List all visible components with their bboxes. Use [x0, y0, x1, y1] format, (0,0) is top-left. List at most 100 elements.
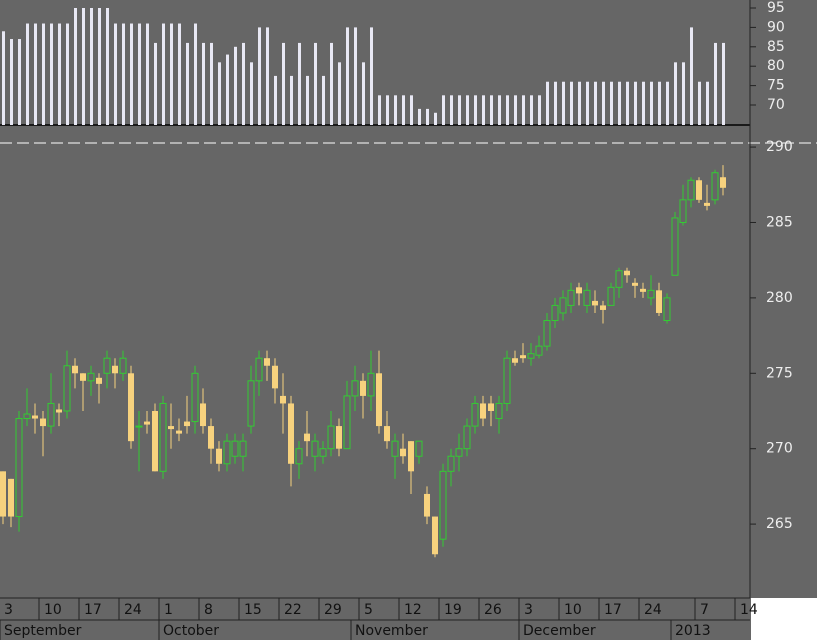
- candle-body: [152, 410, 158, 472]
- candle-body: [32, 415, 38, 419]
- bar: [122, 23, 125, 126]
- candle-body: [343, 395, 351, 450]
- candle-body: [543, 320, 551, 347]
- bar: [178, 23, 181, 126]
- bar: [346, 27, 349, 125]
- bar: [626, 81, 629, 125]
- candle-body: [208, 426, 214, 449]
- y-tick-label: 270: [766, 441, 793, 457]
- candle-body: [191, 372, 199, 423]
- bar: [602, 81, 605, 125]
- candle-body: [615, 270, 623, 288]
- candle-body: [216, 448, 222, 464]
- candle-body: [168, 426, 174, 430]
- candle-body: [495, 402, 503, 420]
- bar: [394, 95, 397, 125]
- bar: [274, 75, 277, 125]
- candle-body: [288, 403, 294, 464]
- y-tick-label: 280: [766, 290, 793, 306]
- x-tick-label: 14: [740, 602, 758, 618]
- bar: [634, 81, 637, 125]
- candle-body: [327, 425, 335, 450]
- bar: [130, 23, 133, 126]
- bar: [258, 27, 261, 125]
- candle-body: [360, 380, 366, 396]
- bar: [98, 7, 101, 125]
- bar: [226, 54, 229, 126]
- x-tick-label: 10: [44, 602, 62, 618]
- bar: [282, 42, 285, 126]
- x-tick-label: 22: [284, 602, 302, 618]
- x-tick-label: 19: [444, 602, 462, 618]
- bar: [314, 42, 317, 126]
- y-tick-label: 70: [767, 97, 785, 113]
- bar: [74, 7, 77, 125]
- candle-body: [400, 448, 406, 457]
- candle-body: [415, 440, 423, 457]
- candle-body: [96, 377, 102, 384]
- bar: [450, 95, 453, 125]
- candle-body: [159, 402, 167, 472]
- bar: [714, 42, 717, 126]
- candle-body: [103, 357, 111, 374]
- candle-body: [231, 440, 239, 457]
- bar: [82, 7, 85, 125]
- bar: [354, 27, 357, 125]
- candle-body: [583, 289, 591, 306]
- bar: [186, 42, 189, 126]
- candle-body: [711, 172, 719, 201]
- candle-body: [447, 455, 455, 472]
- candle-body: [72, 365, 78, 374]
- y-tick-label: 290: [766, 139, 793, 155]
- candle-body: [119, 357, 127, 374]
- candle-body: [23, 413, 31, 420]
- x-tick-label: 17: [604, 602, 622, 618]
- candle-body: [696, 180, 702, 200]
- bar: [434, 112, 437, 125]
- candle-body: [432, 516, 438, 555]
- x-tick-label: 7: [700, 602, 709, 618]
- bar: [490, 95, 493, 125]
- candle-body: [384, 426, 390, 442]
- candle-body: [439, 470, 447, 540]
- bar: [426, 108, 429, 125]
- candle-body: [663, 297, 671, 322]
- bar: [466, 95, 469, 125]
- candle-body: [247, 380, 255, 427]
- x-tick-label: 12: [404, 602, 422, 618]
- bar: [266, 27, 269, 125]
- candle-body: [223, 440, 231, 465]
- x-tick-label: 24: [644, 602, 662, 618]
- candle-body: [304, 433, 310, 442]
- bar: [42, 23, 45, 126]
- bar: [706, 81, 709, 125]
- bar: [530, 95, 533, 125]
- candle-body: [408, 441, 414, 472]
- bar: [2, 31, 5, 125]
- bar: [154, 42, 157, 126]
- candle-body: [112, 365, 118, 374]
- bar: [666, 81, 669, 125]
- bar: [58, 23, 61, 126]
- x-tick-label: 15: [244, 602, 262, 618]
- month-label: December: [523, 623, 596, 639]
- bar: [722, 42, 725, 126]
- bar: [106, 7, 109, 125]
- candle-body: [56, 409, 62, 413]
- candle-body: [671, 217, 679, 276]
- y-tick-label: 90: [767, 19, 785, 35]
- bar: [362, 62, 365, 125]
- month-label: November: [355, 623, 428, 639]
- candle-body: [264, 358, 270, 366]
- bar: [554, 81, 557, 125]
- candle-body: [351, 380, 359, 397]
- candle-body: [8, 478, 14, 517]
- candle-body: [272, 365, 278, 389]
- bar: [690, 27, 693, 125]
- candle-body: [576, 287, 582, 294]
- bar: [618, 81, 621, 125]
- y-tick-label: 85: [767, 39, 785, 55]
- bar: [330, 42, 333, 126]
- candle-body: [559, 297, 567, 314]
- candle-body: [520, 355, 526, 359]
